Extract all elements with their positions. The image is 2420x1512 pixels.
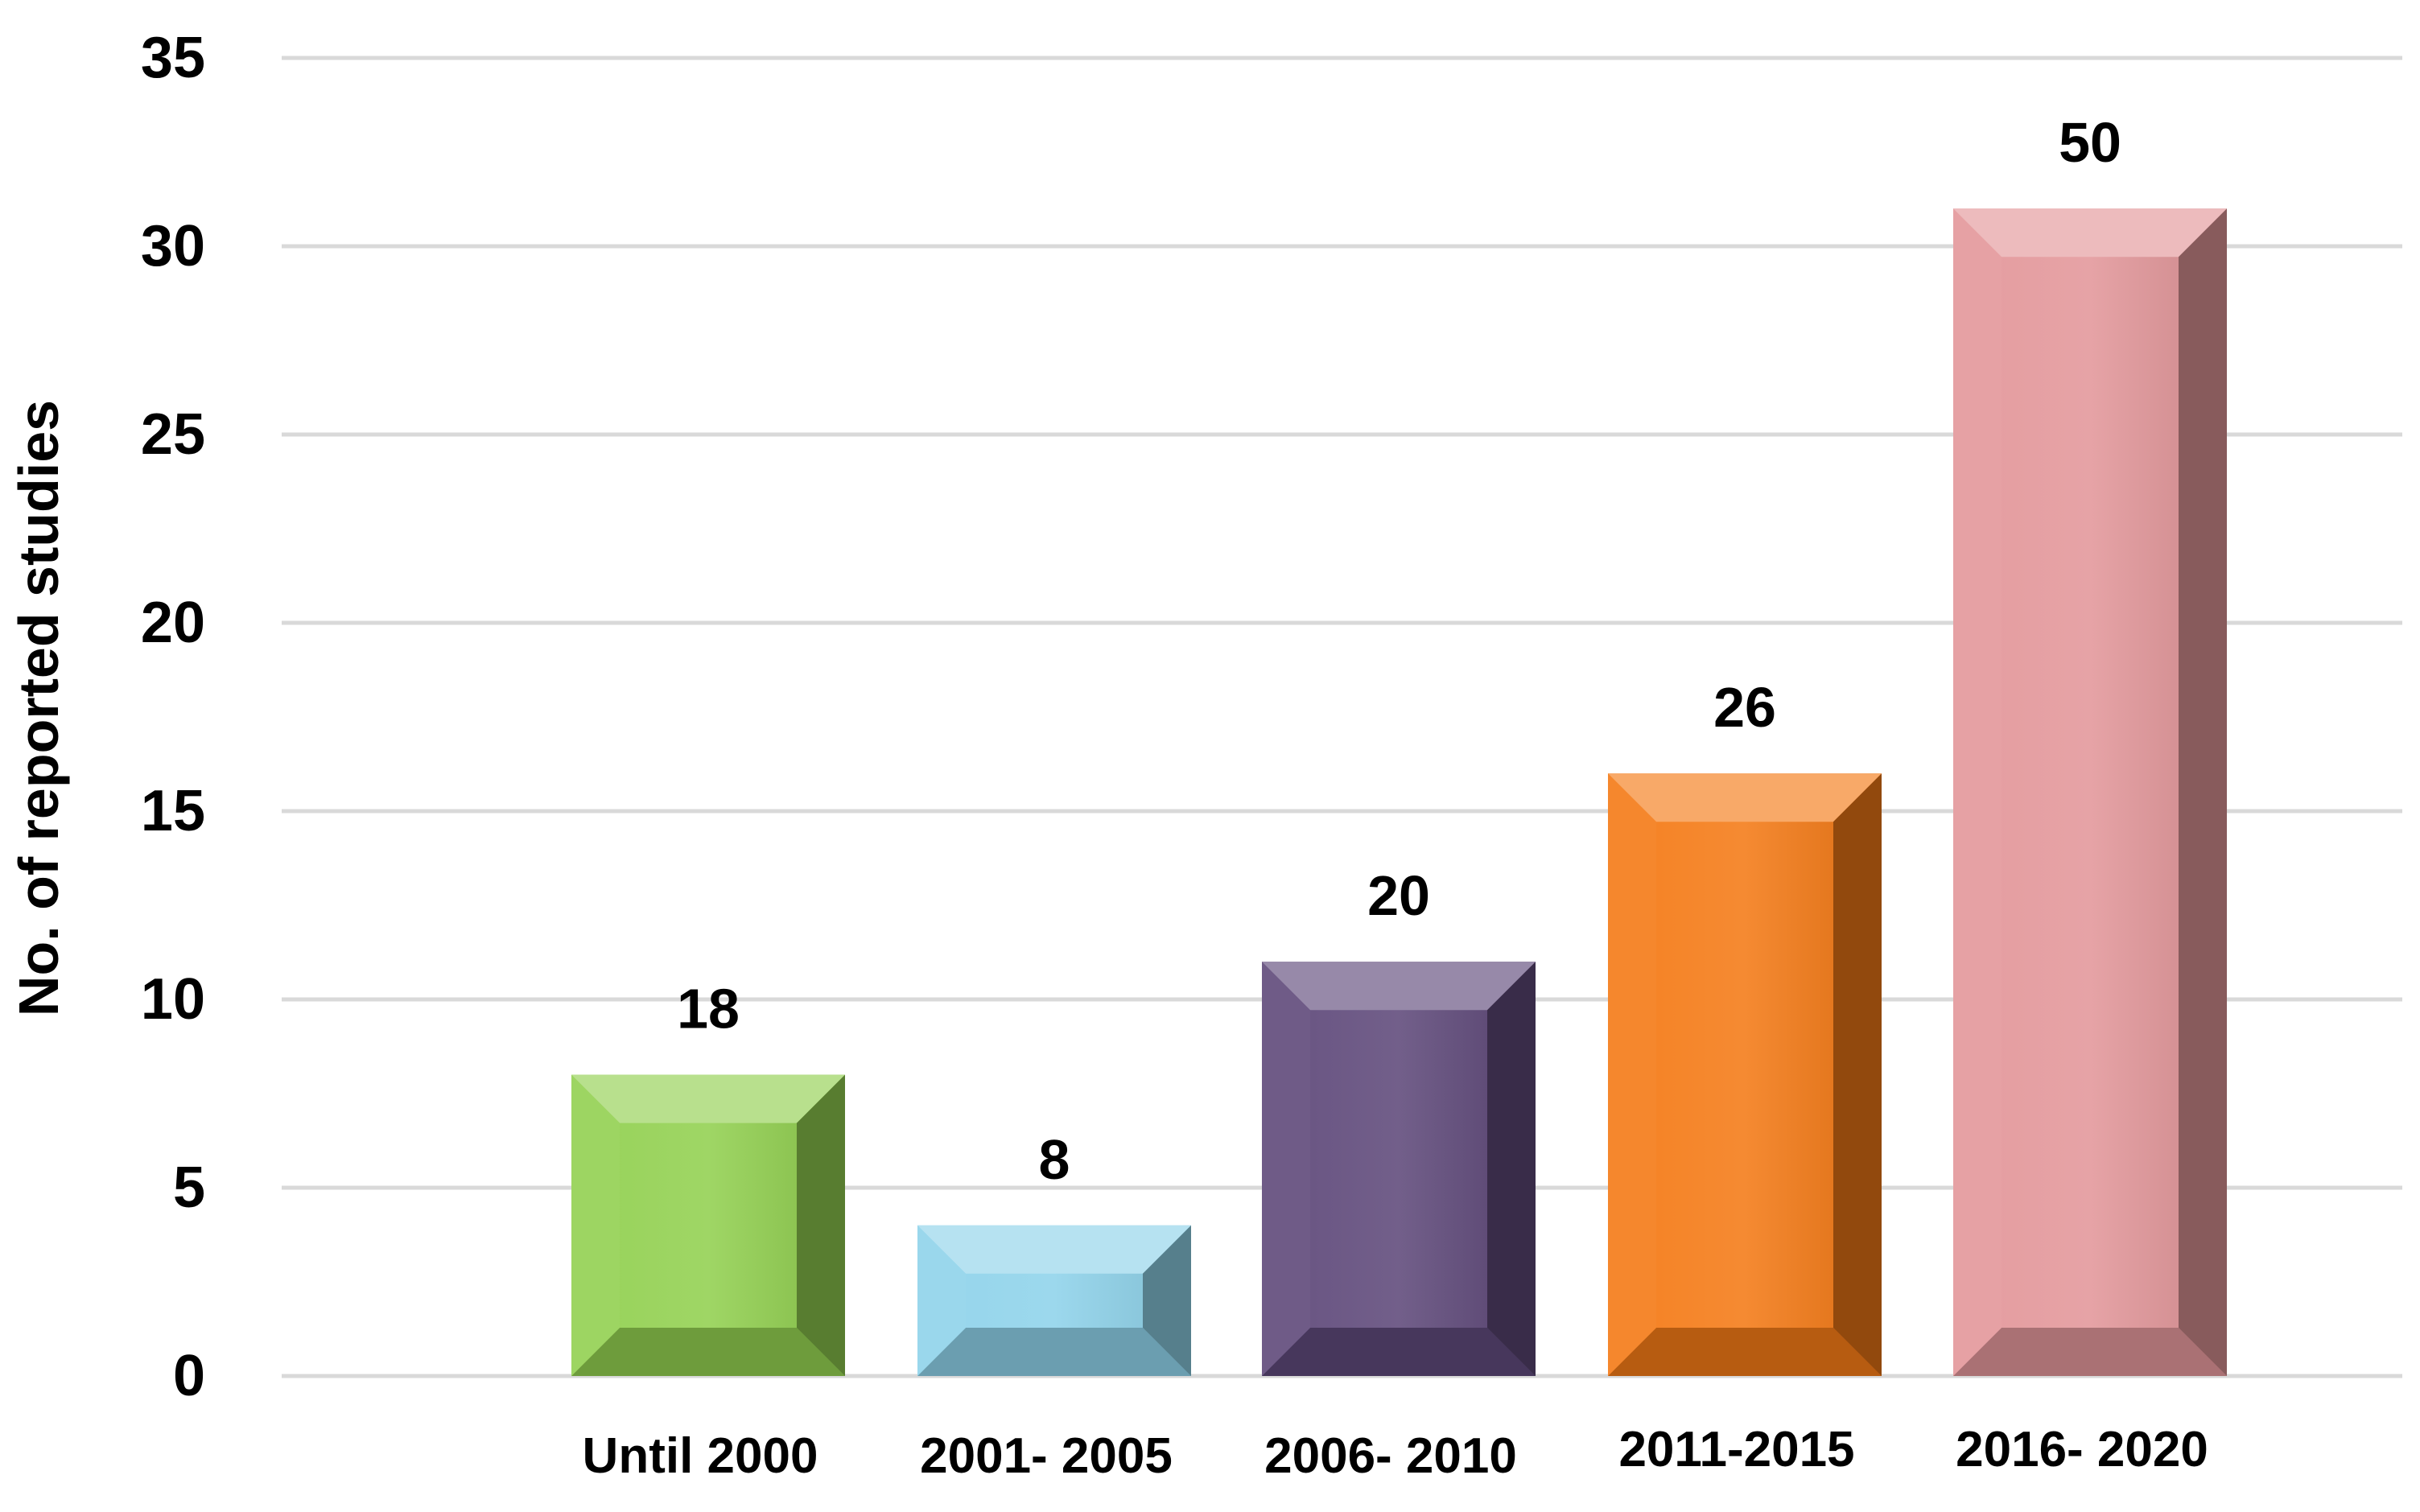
y-tick-labels: 0 5 10 15 20 25 30 35: [141, 26, 205, 1408]
bar-bevel-top: [1953, 208, 2227, 257]
bar-bevel-right: [1143, 1225, 1191, 1376]
bar: [571, 1074, 845, 1376]
bar-bevel-bottom: [1953, 1328, 2227, 1376]
y-tick-label: 5: [173, 1156, 205, 1220]
bar-bevel-right: [2179, 208, 2227, 1377]
bar-bevel-top: [917, 1225, 1191, 1274]
data-label: 50: [2059, 111, 2121, 174]
bar-bevel-right: [1833, 773, 1882, 1376]
x-tick-label: 2001- 2005: [920, 1428, 1173, 1484]
y-axis-label: No. of reported studies: [7, 400, 70, 1016]
bar-bevel-bottom: [1608, 1328, 1882, 1376]
data-label: 20: [1367, 864, 1430, 927]
bar-bevel-bottom: [917, 1328, 1191, 1376]
bar: [1608, 773, 1882, 1376]
y-tick-label: 20: [141, 591, 205, 655]
bar-bevel-right: [1487, 962, 1536, 1376]
bars: [571, 208, 2227, 1377]
bar-bevel-left: [1608, 773, 1656, 1376]
x-tick-label: 2011-2015: [1618, 1422, 1854, 1477]
x-tick-label: Until 2000: [583, 1428, 818, 1484]
y-tick-label: 25: [141, 402, 205, 467]
data-label: 8: [1039, 1128, 1070, 1191]
bar-bevel-left: [571, 1074, 620, 1376]
bar: [1953, 208, 2227, 1377]
y-tick-label: 10: [141, 967, 205, 1032]
bar-bevel-bottom: [571, 1328, 845, 1376]
bar-bevel-left: [1953, 208, 2002, 1377]
y-tick-label: 15: [141, 779, 205, 843]
y-tick-label: 0: [173, 1344, 205, 1408]
bar-bevel-top: [571, 1074, 845, 1123]
x-tick-label: 2006- 2010: [1264, 1428, 1517, 1484]
data-label: 26: [1713, 676, 1776, 739]
data-label: 18: [677, 978, 740, 1040]
bar-bevel-left: [1262, 962, 1310, 1376]
x-tick-labels: Until 2000 2001- 2005 2006- 2010 2011-2015 2…: [583, 1422, 2208, 1484]
y-tick-label: 30: [141, 214, 205, 278]
x-tick-label: 2016- 2020: [1956, 1422, 2208, 1477]
bar: [1262, 962, 1536, 1376]
y-tick-label: 35: [141, 26, 205, 90]
bar: [917, 1225, 1191, 1376]
bar-bevel-bottom: [1262, 1328, 1536, 1376]
bar-bevel-top: [1608, 773, 1882, 822]
bar-bevel-left: [917, 1225, 966, 1376]
data-labels: 18 8 20 26 50: [677, 111, 2121, 1191]
bar-bevel-top: [1262, 962, 1536, 1011]
bar-bevel-right: [797, 1074, 845, 1376]
